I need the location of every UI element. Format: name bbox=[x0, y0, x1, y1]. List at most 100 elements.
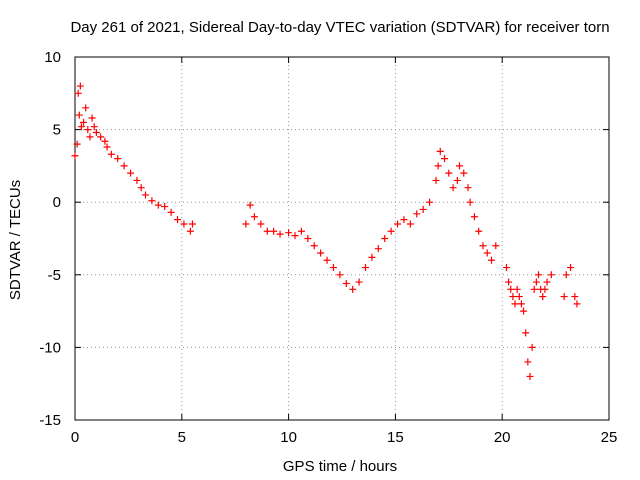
data-point bbox=[137, 184, 145, 192]
data-point bbox=[75, 111, 83, 119]
data-point bbox=[520, 307, 528, 315]
data-points bbox=[71, 82, 581, 380]
data-point bbox=[148, 197, 156, 205]
data-point bbox=[505, 278, 513, 286]
y-axis-label: SDTVAR / TECUs bbox=[7, 180, 24, 300]
data-point bbox=[342, 280, 350, 288]
data-point bbox=[174, 216, 182, 224]
data-point bbox=[541, 285, 549, 293]
data-point bbox=[571, 293, 579, 301]
data-point bbox=[562, 271, 570, 279]
data-point bbox=[507, 285, 515, 293]
data-point bbox=[543, 278, 551, 286]
data-point bbox=[455, 162, 463, 170]
data-point bbox=[161, 203, 169, 211]
data-point bbox=[528, 343, 536, 351]
x-tick-label: 25 bbox=[601, 429, 618, 446]
x-tick-label: 0 bbox=[71, 429, 79, 446]
data-point bbox=[355, 278, 363, 286]
data-point bbox=[77, 123, 85, 131]
data-point bbox=[466, 198, 474, 206]
data-point bbox=[73, 140, 81, 148]
data-point bbox=[530, 285, 538, 293]
chart-title: Day 261 of 2021, Sidereal Day-to-day VTE… bbox=[70, 19, 609, 36]
y-tick-label: -15 bbox=[39, 412, 61, 429]
data-point bbox=[107, 150, 115, 158]
data-point bbox=[141, 191, 149, 199]
data-point bbox=[517, 300, 525, 308]
data-point bbox=[186, 227, 194, 235]
data-point bbox=[434, 162, 442, 170]
data-point bbox=[524, 358, 532, 366]
y-tick-label: 5 bbox=[53, 122, 61, 139]
data-point bbox=[127, 169, 135, 177]
data-point bbox=[257, 220, 265, 228]
data-point bbox=[453, 176, 461, 184]
data-point bbox=[297, 227, 305, 235]
data-point bbox=[114, 155, 122, 163]
data-point bbox=[270, 227, 278, 235]
data-point bbox=[329, 264, 337, 272]
data-point bbox=[567, 264, 575, 272]
data-point bbox=[323, 256, 331, 264]
data-point bbox=[449, 184, 457, 192]
data-point bbox=[470, 213, 478, 221]
data-point bbox=[154, 201, 162, 209]
data-point bbox=[374, 245, 382, 253]
data-point bbox=[97, 133, 105, 141]
data-point bbox=[502, 264, 510, 272]
data-point bbox=[76, 82, 84, 90]
data-point bbox=[464, 184, 472, 192]
data-point bbox=[394, 220, 402, 228]
data-point bbox=[88, 114, 96, 122]
data-point bbox=[86, 133, 94, 141]
data-point bbox=[441, 155, 449, 163]
data-point bbox=[479, 242, 487, 250]
x-tick-label: 10 bbox=[280, 429, 297, 446]
data-point bbox=[445, 169, 453, 177]
data-point bbox=[526, 372, 534, 380]
data-point bbox=[310, 242, 318, 250]
data-point bbox=[532, 278, 540, 286]
data-point bbox=[82, 104, 90, 112]
x-axis-label: GPS time / hours bbox=[283, 458, 397, 475]
data-point bbox=[513, 285, 521, 293]
data-point bbox=[381, 235, 389, 242]
data-point bbox=[436, 147, 444, 155]
data-point bbox=[573, 300, 581, 308]
plot-frame bbox=[74, 56, 610, 421]
data-point bbox=[336, 271, 344, 279]
y-tick-label: 10 bbox=[44, 49, 61, 66]
data-point bbox=[539, 293, 547, 301]
grid-lines bbox=[75, 57, 609, 420]
x-tick-label: 15 bbox=[387, 429, 404, 446]
data-point bbox=[80, 118, 88, 126]
data-point bbox=[276, 230, 284, 238]
data-point bbox=[317, 249, 325, 257]
data-point bbox=[304, 235, 312, 242]
data-point bbox=[368, 253, 376, 261]
data-point bbox=[120, 162, 128, 170]
data-point bbox=[285, 229, 293, 237]
data-point bbox=[167, 208, 175, 216]
data-point bbox=[547, 271, 555, 279]
data-point bbox=[511, 300, 519, 308]
x-tick-label: 5 bbox=[178, 429, 186, 446]
data-point bbox=[84, 126, 92, 134]
data-point bbox=[180, 220, 188, 228]
y-tick-label: 0 bbox=[53, 194, 61, 211]
data-point bbox=[492, 242, 500, 250]
data-point bbox=[71, 152, 79, 160]
data-point bbox=[242, 220, 250, 228]
data-point bbox=[103, 143, 111, 151]
data-point bbox=[361, 264, 369, 272]
data-point bbox=[426, 198, 434, 206]
x-tick-label: 20 bbox=[494, 429, 511, 446]
data-point bbox=[475, 227, 483, 235]
data-point bbox=[406, 220, 414, 228]
data-point bbox=[535, 271, 543, 279]
data-point bbox=[246, 201, 254, 209]
data-point bbox=[291, 232, 299, 240]
data-point bbox=[400, 216, 408, 224]
data-point bbox=[90, 123, 98, 131]
